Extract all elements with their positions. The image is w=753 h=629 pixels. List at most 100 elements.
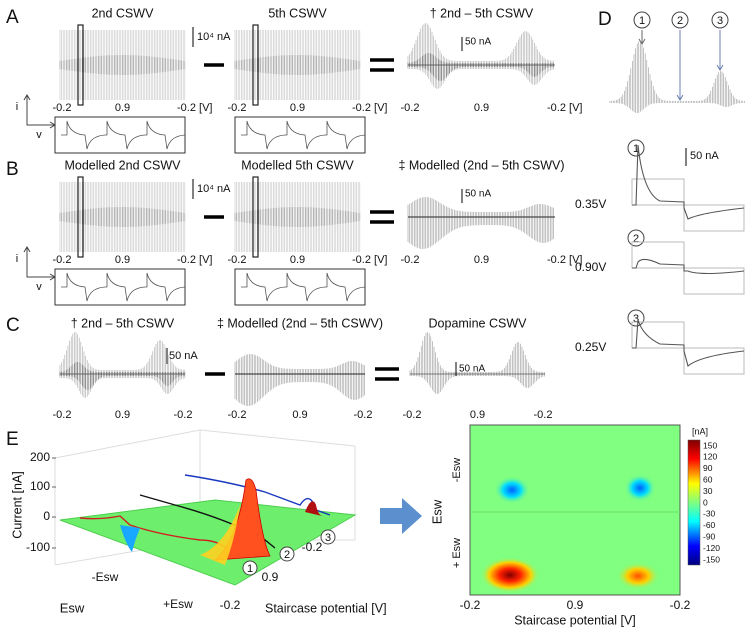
tick-label: -0.2 (401, 254, 420, 266)
tick-label: -0.2 (403, 409, 422, 421)
surface-red-line (79, 515, 231, 553)
trace (234, 55, 361, 75)
tick-label: -0.2 (534, 409, 553, 421)
plot-title: Dopamine CSWV (429, 316, 528, 330)
tick-label: -100 (26, 540, 50, 554)
arrow (638, 30, 646, 45)
tick-label: -120 (703, 543, 720, 553)
tick-label: 90 (703, 463, 713, 473)
current-trace (632, 258, 745, 275)
marker: 2 (284, 549, 290, 561)
tick-label: -0.2 (174, 409, 193, 421)
tick-label: -0.2 [V] (352, 102, 387, 114)
tick-label: 0 (703, 497, 708, 507)
trace (407, 23, 554, 89)
marker: 1 (633, 143, 639, 155)
tick-label: -0.2 [V] (547, 254, 582, 266)
plot-title: ‡ Modelled (2nd – 5th CSWV) (398, 158, 564, 172)
inset-trace (61, 272, 186, 302)
window (683, 347, 745, 375)
colorbar (687, 439, 701, 566)
tick-label: -0.2 (228, 102, 247, 114)
window (631, 241, 685, 269)
marker: 1 (247, 563, 253, 575)
label: 50 nA (459, 364, 485, 375)
heat-blob (624, 474, 656, 502)
window (631, 178, 685, 206)
label: 50 nA (465, 189, 491, 200)
tick-label: -0.2 (354, 409, 373, 421)
inset-box (234, 268, 366, 306)
label: 0.35V (575, 197, 606, 211)
window (77, 176, 84, 258)
tick-label: -0.2 (220, 598, 241, 612)
label: 50 nA (690, 150, 719, 162)
inset-box (234, 116, 366, 154)
label: 0.25V (575, 340, 606, 354)
label: +Esw (163, 597, 193, 611)
tick-label: -0.2 [V] (177, 102, 212, 114)
plot-title: † 2nd – 5th CSWV (71, 316, 175, 330)
tick-label: 0.9 (470, 409, 485, 421)
window (77, 24, 84, 106)
tick-label: 0.9 (115, 102, 130, 114)
heat-blob (480, 557, 540, 593)
tick-label: 0 (43, 509, 50, 523)
tick-label: -150 (703, 554, 720, 564)
tick-label: -0.2 (401, 102, 420, 114)
tick-label: -0.2 (53, 409, 72, 421)
tick-label: 60 (703, 474, 713, 484)
plot-title: 2nd CSWV (92, 6, 154, 20)
label: 0.90V (575, 260, 606, 274)
marker: 3 (633, 313, 639, 325)
heat-blob (616, 562, 660, 590)
box-frame (54, 429, 356, 566)
label: 50 nA (465, 37, 491, 48)
label: i (16, 101, 18, 113)
arrow (716, 30, 724, 71)
tick-label: -0.2 (228, 409, 247, 421)
tick-label: 120 (703, 452, 717, 462)
window (252, 24, 259, 106)
label: -Esw (451, 458, 463, 483)
tick-label: 100 (30, 479, 50, 493)
marker-circle (633, 11, 651, 29)
window (683, 267, 745, 295)
marker: 2 (633, 233, 639, 245)
tick-label: -0.2 (460, 598, 481, 612)
tick-label: 0.9 (290, 102, 305, 114)
arrow (380, 498, 422, 534)
tick-label: -0.2 [V] (177, 254, 212, 266)
window (631, 321, 685, 349)
plot-title: † 2nd – 5th CSWV (430, 6, 534, 20)
plot-title: Modelled 2nd CSWV (64, 158, 181, 172)
trace (407, 53, 554, 81)
marker: 2 (677, 15, 683, 27)
tick-label: 0.9 (474, 102, 489, 114)
trace (234, 354, 365, 406)
window (683, 204, 745, 232)
trace (407, 197, 554, 249)
inset-trace (61, 120, 186, 150)
label: v (36, 281, 42, 293)
current-trace (632, 319, 745, 367)
inset-box (54, 116, 186, 154)
panel-label: D (598, 9, 612, 30)
tick-label: 0.9 (262, 570, 279, 584)
tick-label: -90 (703, 531, 716, 541)
plot-title: Modelled 5th CSWV (241, 158, 354, 172)
marker-circle (279, 546, 295, 562)
tick-label: -0.2 (228, 254, 247, 266)
tick-label: 0.9 (115, 254, 130, 266)
panel-label: C (6, 315, 20, 336)
marker-circle (242, 560, 258, 576)
inset-trace (241, 120, 366, 150)
plot-title: ‡ Modelled (2nd – 5th CSWV) (217, 316, 383, 330)
tick-label: -30 (703, 509, 716, 519)
label: i (16, 253, 18, 265)
panel-label: B (6, 159, 19, 180)
tick-label: 0.9 (115, 409, 130, 421)
marker-circle (711, 11, 729, 29)
peak-side (200, 505, 240, 565)
iv-axes (23, 246, 56, 281)
